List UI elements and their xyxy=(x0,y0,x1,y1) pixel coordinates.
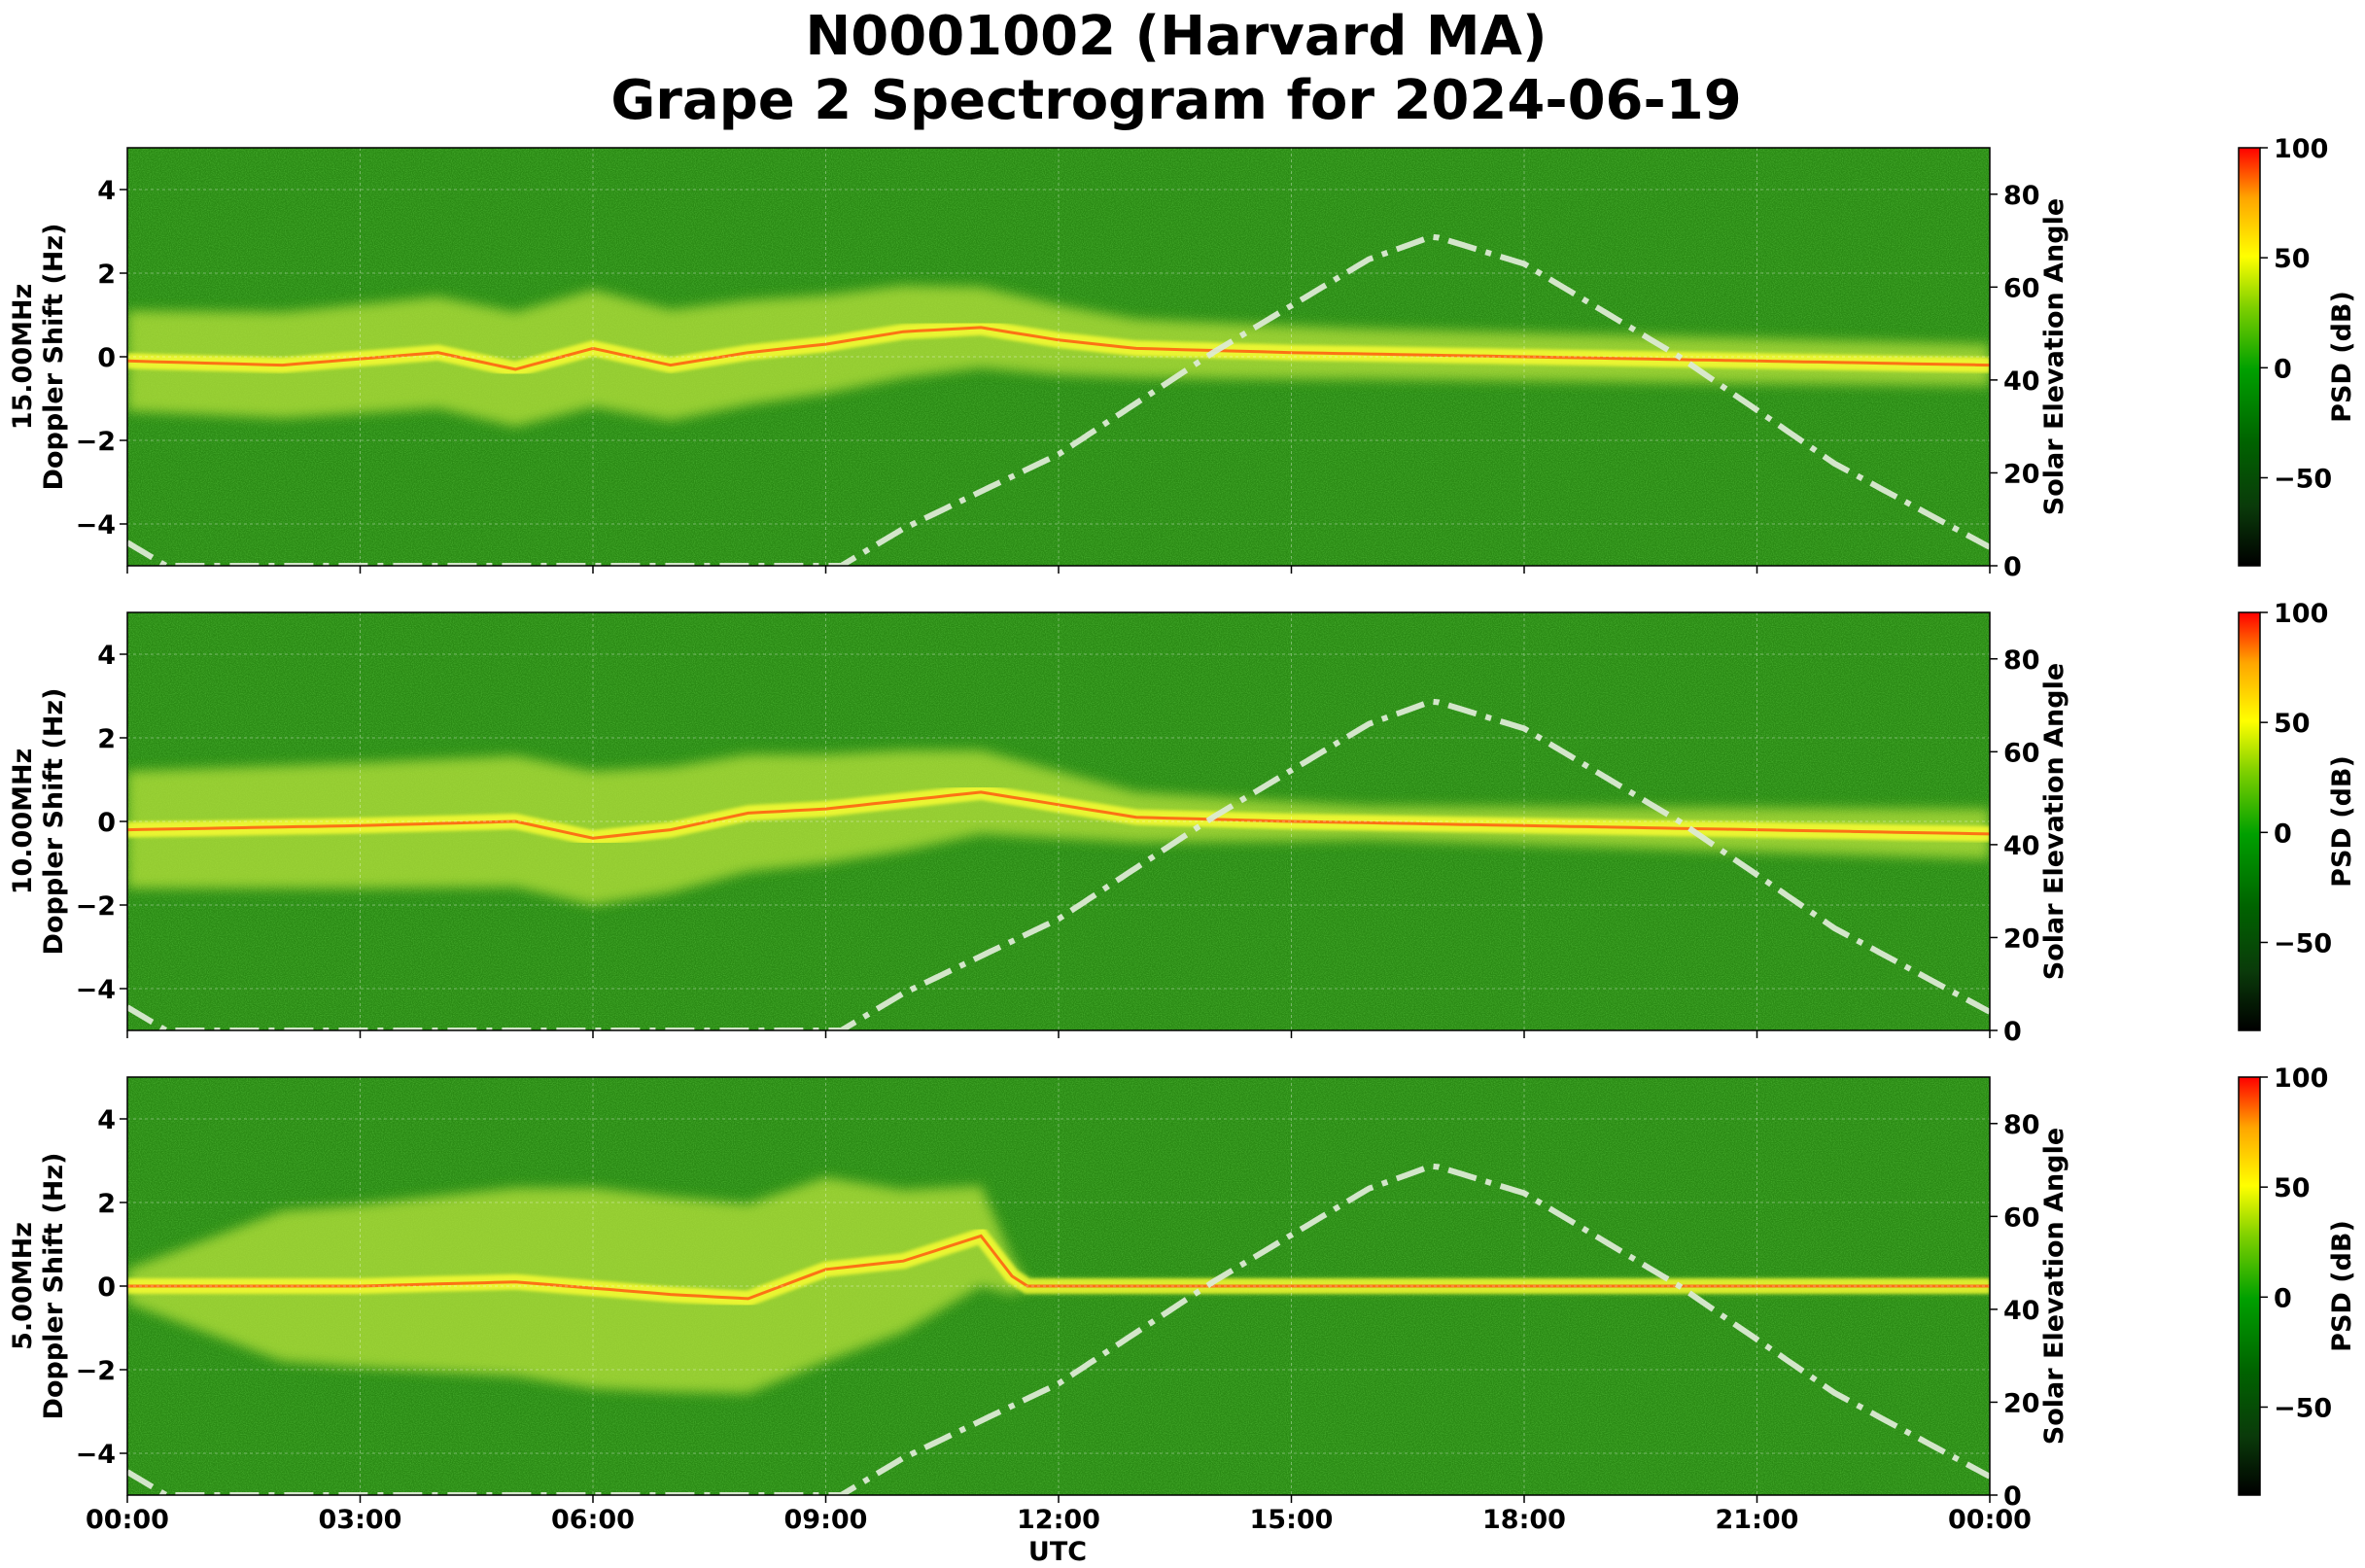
x-tick-label: 03:00 xyxy=(319,1505,402,1535)
y-tick-label: 4 xyxy=(97,641,116,671)
carrier-trace xyxy=(127,790,1990,840)
x-tick-label: 00:00 xyxy=(1948,1505,2032,1535)
y-tick-label: −2 xyxy=(76,1356,116,1386)
colorbar-tick-label: −50 xyxy=(2274,928,2332,958)
spectrogram-area xyxy=(127,1077,1990,1495)
y2-tick-label: 0 xyxy=(2003,1017,2022,1047)
frequency-label: 5.00MHz xyxy=(8,1222,38,1350)
colorbar-tick-label: 100 xyxy=(2274,134,2328,164)
y-tick-label: 4 xyxy=(97,176,116,206)
solar-elevation-curve xyxy=(127,233,1990,566)
x-tick-label: 00:00 xyxy=(86,1505,169,1535)
doppler-spread-envelope xyxy=(127,285,1990,427)
colorbar-label: PSD (dB) xyxy=(2327,755,2357,888)
doppler-spread-envelope xyxy=(127,749,1990,905)
y2-axis-label: Solar Elevation Angle xyxy=(2039,663,2069,980)
colorbar-tick-label: 0 xyxy=(2274,354,2292,384)
colorbar-tick-label: 0 xyxy=(2274,819,2292,849)
colorbar-tick-label: 50 xyxy=(2274,709,2311,739)
y-axis-label: Doppler Shift (Hz) xyxy=(39,688,69,956)
y-tick-label: −2 xyxy=(76,891,116,922)
y2-tick-label: 40 xyxy=(2003,831,2040,861)
y-tick-label: 2 xyxy=(97,260,116,290)
colorbar-tick-label: 50 xyxy=(2274,244,2311,274)
colorbar-tick-label: 0 xyxy=(2274,1283,2292,1313)
colorbar-tick-label: 50 xyxy=(2274,1173,2311,1203)
solar-elevation-curve xyxy=(127,1163,1990,1495)
y2-tick-label: 60 xyxy=(2003,738,2040,768)
y2-tick-label: 0 xyxy=(2003,552,2022,582)
y-tick-label: 2 xyxy=(97,724,116,754)
y2-tick-label: 80 xyxy=(2003,645,2040,676)
frequency-label: 15.00MHz xyxy=(8,284,38,431)
y-axis-label: Doppler Shift (Hz) xyxy=(39,1153,69,1420)
colorbar-label: PSD (dB) xyxy=(2327,1220,2357,1352)
x-tick-label: 09:00 xyxy=(784,1505,868,1535)
y2-tick-label: 20 xyxy=(2003,1388,2040,1418)
y2-tick-label: 20 xyxy=(2003,459,2040,489)
colorbar-tick-label: −50 xyxy=(2274,464,2332,494)
solar-elevation-curve xyxy=(127,698,1990,1030)
y-tick-label: −4 xyxy=(76,1440,116,1470)
y2-axis-label: Solar Elevation Angle xyxy=(2039,198,2069,515)
y2-tick-label: 40 xyxy=(2003,1296,2040,1326)
title-line-2: Grape 2 Spectrogram for 2024-06-19 xyxy=(610,69,1741,132)
y-tick-label: 2 xyxy=(97,1189,116,1219)
y2-tick-label: 40 xyxy=(2003,366,2040,397)
x-tick-label: 21:00 xyxy=(1716,1505,1799,1535)
colorbar-label: PSD (dB) xyxy=(2327,291,2357,423)
y2-tick-label: 60 xyxy=(2003,273,2040,303)
colorbar-tick-label: 100 xyxy=(2274,599,2328,629)
spectrogram-area xyxy=(127,612,1990,1030)
x-tick-label: 18:00 xyxy=(1482,1505,1566,1535)
y2-tick-label: 80 xyxy=(2003,181,2040,211)
x-tick-label: 12:00 xyxy=(1017,1505,1100,1535)
y-tick-label: 0 xyxy=(97,808,116,838)
x-axis-label: UTC xyxy=(1028,1537,1087,1567)
spectrogram-area xyxy=(127,148,1990,566)
x-tick-label: 06:00 xyxy=(551,1505,635,1535)
title-line-1: N0001002 (Harvard MA) xyxy=(805,5,1547,68)
y-tick-label: 0 xyxy=(97,343,116,373)
y2-tick-label: 20 xyxy=(2003,923,2040,954)
y2-tick-label: 60 xyxy=(2003,1202,2040,1233)
grid-lines xyxy=(127,1077,1990,1495)
colorbar xyxy=(2238,147,2261,567)
colorbar xyxy=(2238,1076,2261,1496)
y-tick-label: −2 xyxy=(76,427,116,457)
y-tick-label: −4 xyxy=(76,975,116,1005)
colorbar xyxy=(2238,611,2261,1031)
colorbar-tick-label: −50 xyxy=(2274,1393,2332,1423)
y-tick-label: −4 xyxy=(76,510,116,540)
y-tick-label: 4 xyxy=(97,1105,116,1135)
y-axis-label: Doppler Shift (Hz) xyxy=(39,224,69,491)
y2-tick-label: 0 xyxy=(2003,1481,2022,1512)
x-tick-label: 15:00 xyxy=(1250,1505,1334,1535)
colorbar-tick-label: 100 xyxy=(2274,1063,2328,1094)
y2-axis-label: Solar Elevation Angle xyxy=(2039,1128,2069,1445)
y-tick-label: 0 xyxy=(97,1272,116,1303)
frequency-label: 10.00MHz xyxy=(8,749,38,895)
y2-tick-label: 80 xyxy=(2003,1110,2040,1140)
